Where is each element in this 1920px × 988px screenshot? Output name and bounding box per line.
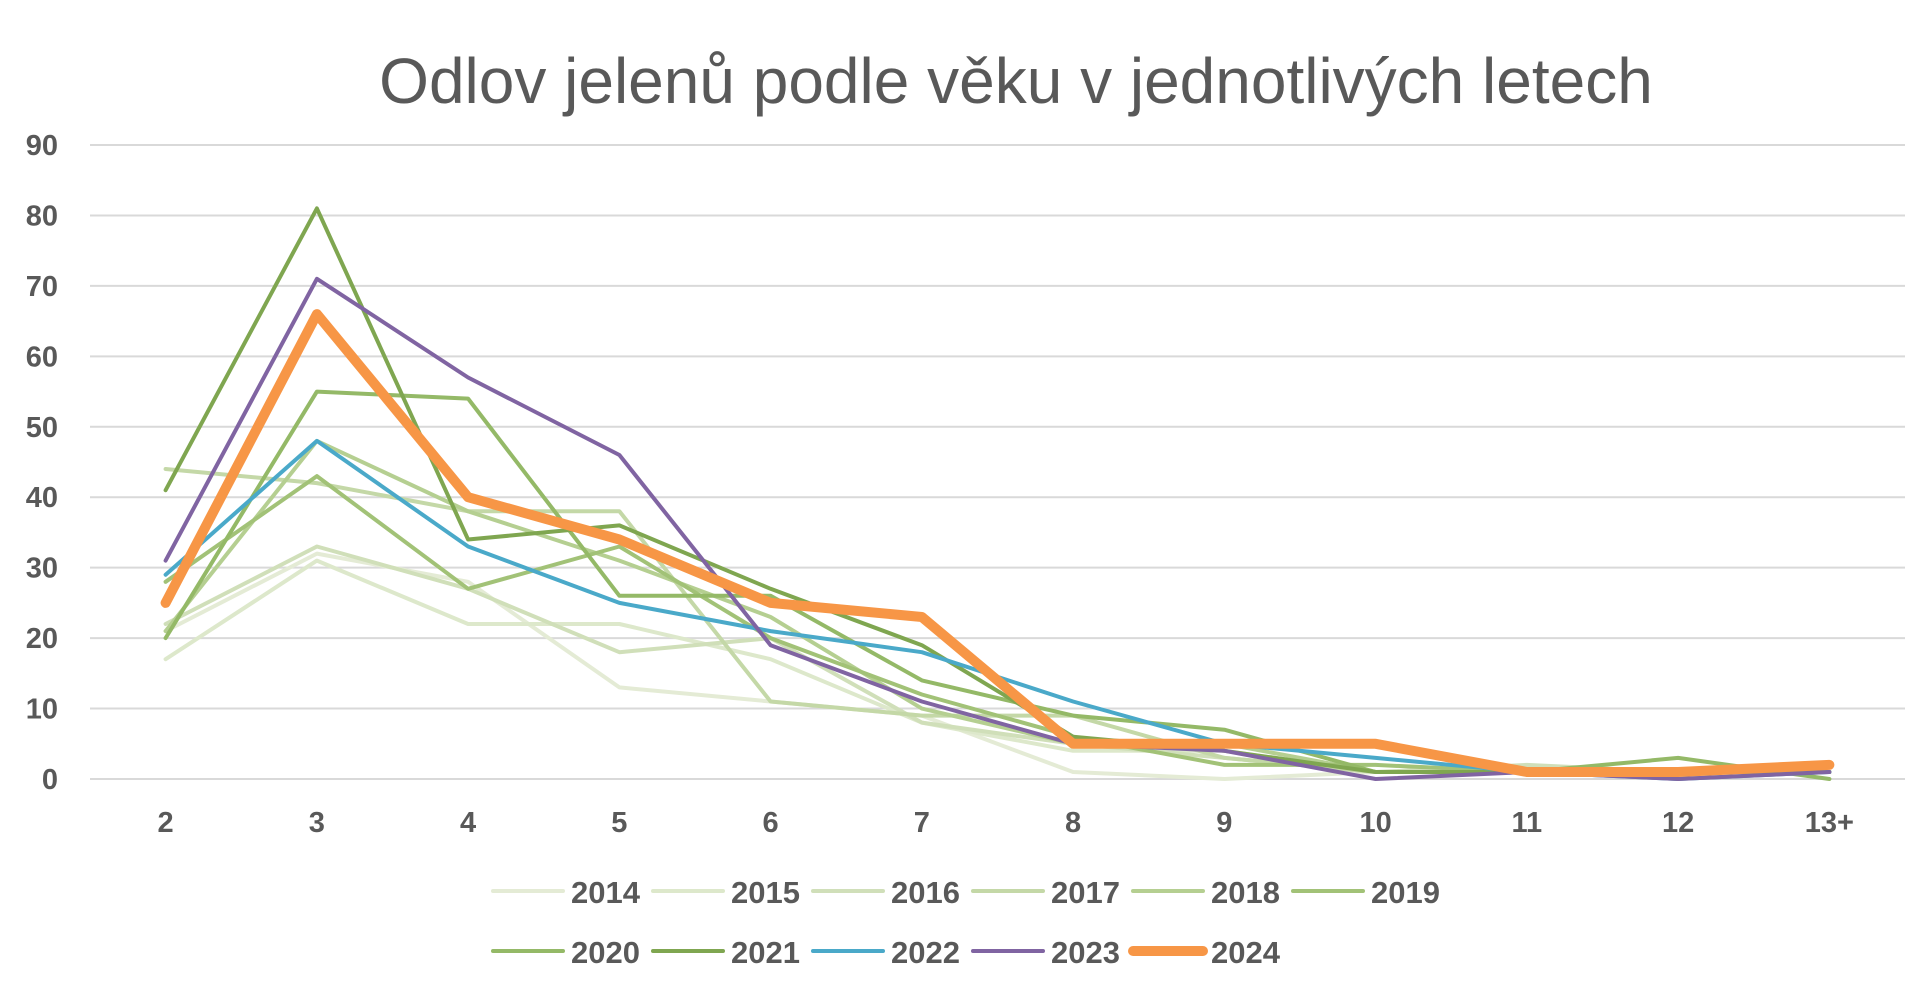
y-tick-label: 40 xyxy=(26,482,58,514)
series-line-2021 xyxy=(163,206,1832,774)
y-tick-label: 20 xyxy=(26,623,58,655)
legend: 2014 2015 2016 2017 2018 2019 2020 2021 2022 2023… xyxy=(491,875,1440,970)
x-tick-label: 11 xyxy=(1512,807,1543,839)
legend-label-2024: 2024 xyxy=(1211,935,1281,970)
x-axis: 2 3 4 5 6 7 8 9 10 11 12 13+ xyxy=(158,807,1854,839)
x-tick-label: 2 xyxy=(158,807,174,839)
series-line-2014 xyxy=(163,551,1832,781)
x-tick-label: 10 xyxy=(1359,807,1391,839)
x-tick-label: 4 xyxy=(460,807,476,839)
x-tick-label: 9 xyxy=(1216,807,1232,839)
legend-label-2016: 2016 xyxy=(891,875,960,910)
y-tick-label: 80 xyxy=(26,200,58,232)
x-tick-label: 6 xyxy=(763,807,779,839)
y-tick-label: 30 xyxy=(26,553,58,585)
y-tick-label: 70 xyxy=(26,271,58,303)
x-tick-label: 3 xyxy=(309,807,325,839)
series-line-2023 xyxy=(163,276,1832,781)
y-tick-label: 90 xyxy=(26,130,58,162)
x-tick-label: 7 xyxy=(914,807,930,839)
y-axis: 0 10 20 30 40 50 60 70 80 90 xyxy=(26,130,58,796)
legend-label-2015: 2015 xyxy=(731,875,800,910)
legend-label-2022: 2022 xyxy=(891,935,960,970)
legend-label-2023: 2023 xyxy=(1051,935,1120,970)
legend-label-2018: 2018 xyxy=(1211,875,1280,910)
series-lines xyxy=(160,206,1835,781)
series-line-2015 xyxy=(163,558,1832,774)
legend-label-2021: 2021 xyxy=(731,935,800,970)
legend-label-2014: 2014 xyxy=(571,875,641,910)
x-tick-label: 5 xyxy=(611,807,627,839)
legend-label-2020: 2020 xyxy=(571,935,640,970)
x-tick-label: 13+ xyxy=(1805,807,1854,839)
legend-label-2017: 2017 xyxy=(1051,875,1120,910)
chart-title: Odlov jelenů podle věku v jednotlivých l… xyxy=(379,45,1653,117)
y-tick-label: 60 xyxy=(26,341,58,373)
series-line-2016 xyxy=(163,544,1832,774)
y-tick-label: 10 xyxy=(26,694,58,726)
series-line-2024 xyxy=(160,309,1835,777)
y-tick-label: 50 xyxy=(26,412,58,444)
legend-label-2019: 2019 xyxy=(1371,875,1440,910)
x-tick-label: 12 xyxy=(1662,807,1694,839)
x-tick-label: 8 xyxy=(1065,807,1081,839)
y-tick-label: 0 xyxy=(42,764,58,796)
series-line-2022 xyxy=(163,438,1832,781)
